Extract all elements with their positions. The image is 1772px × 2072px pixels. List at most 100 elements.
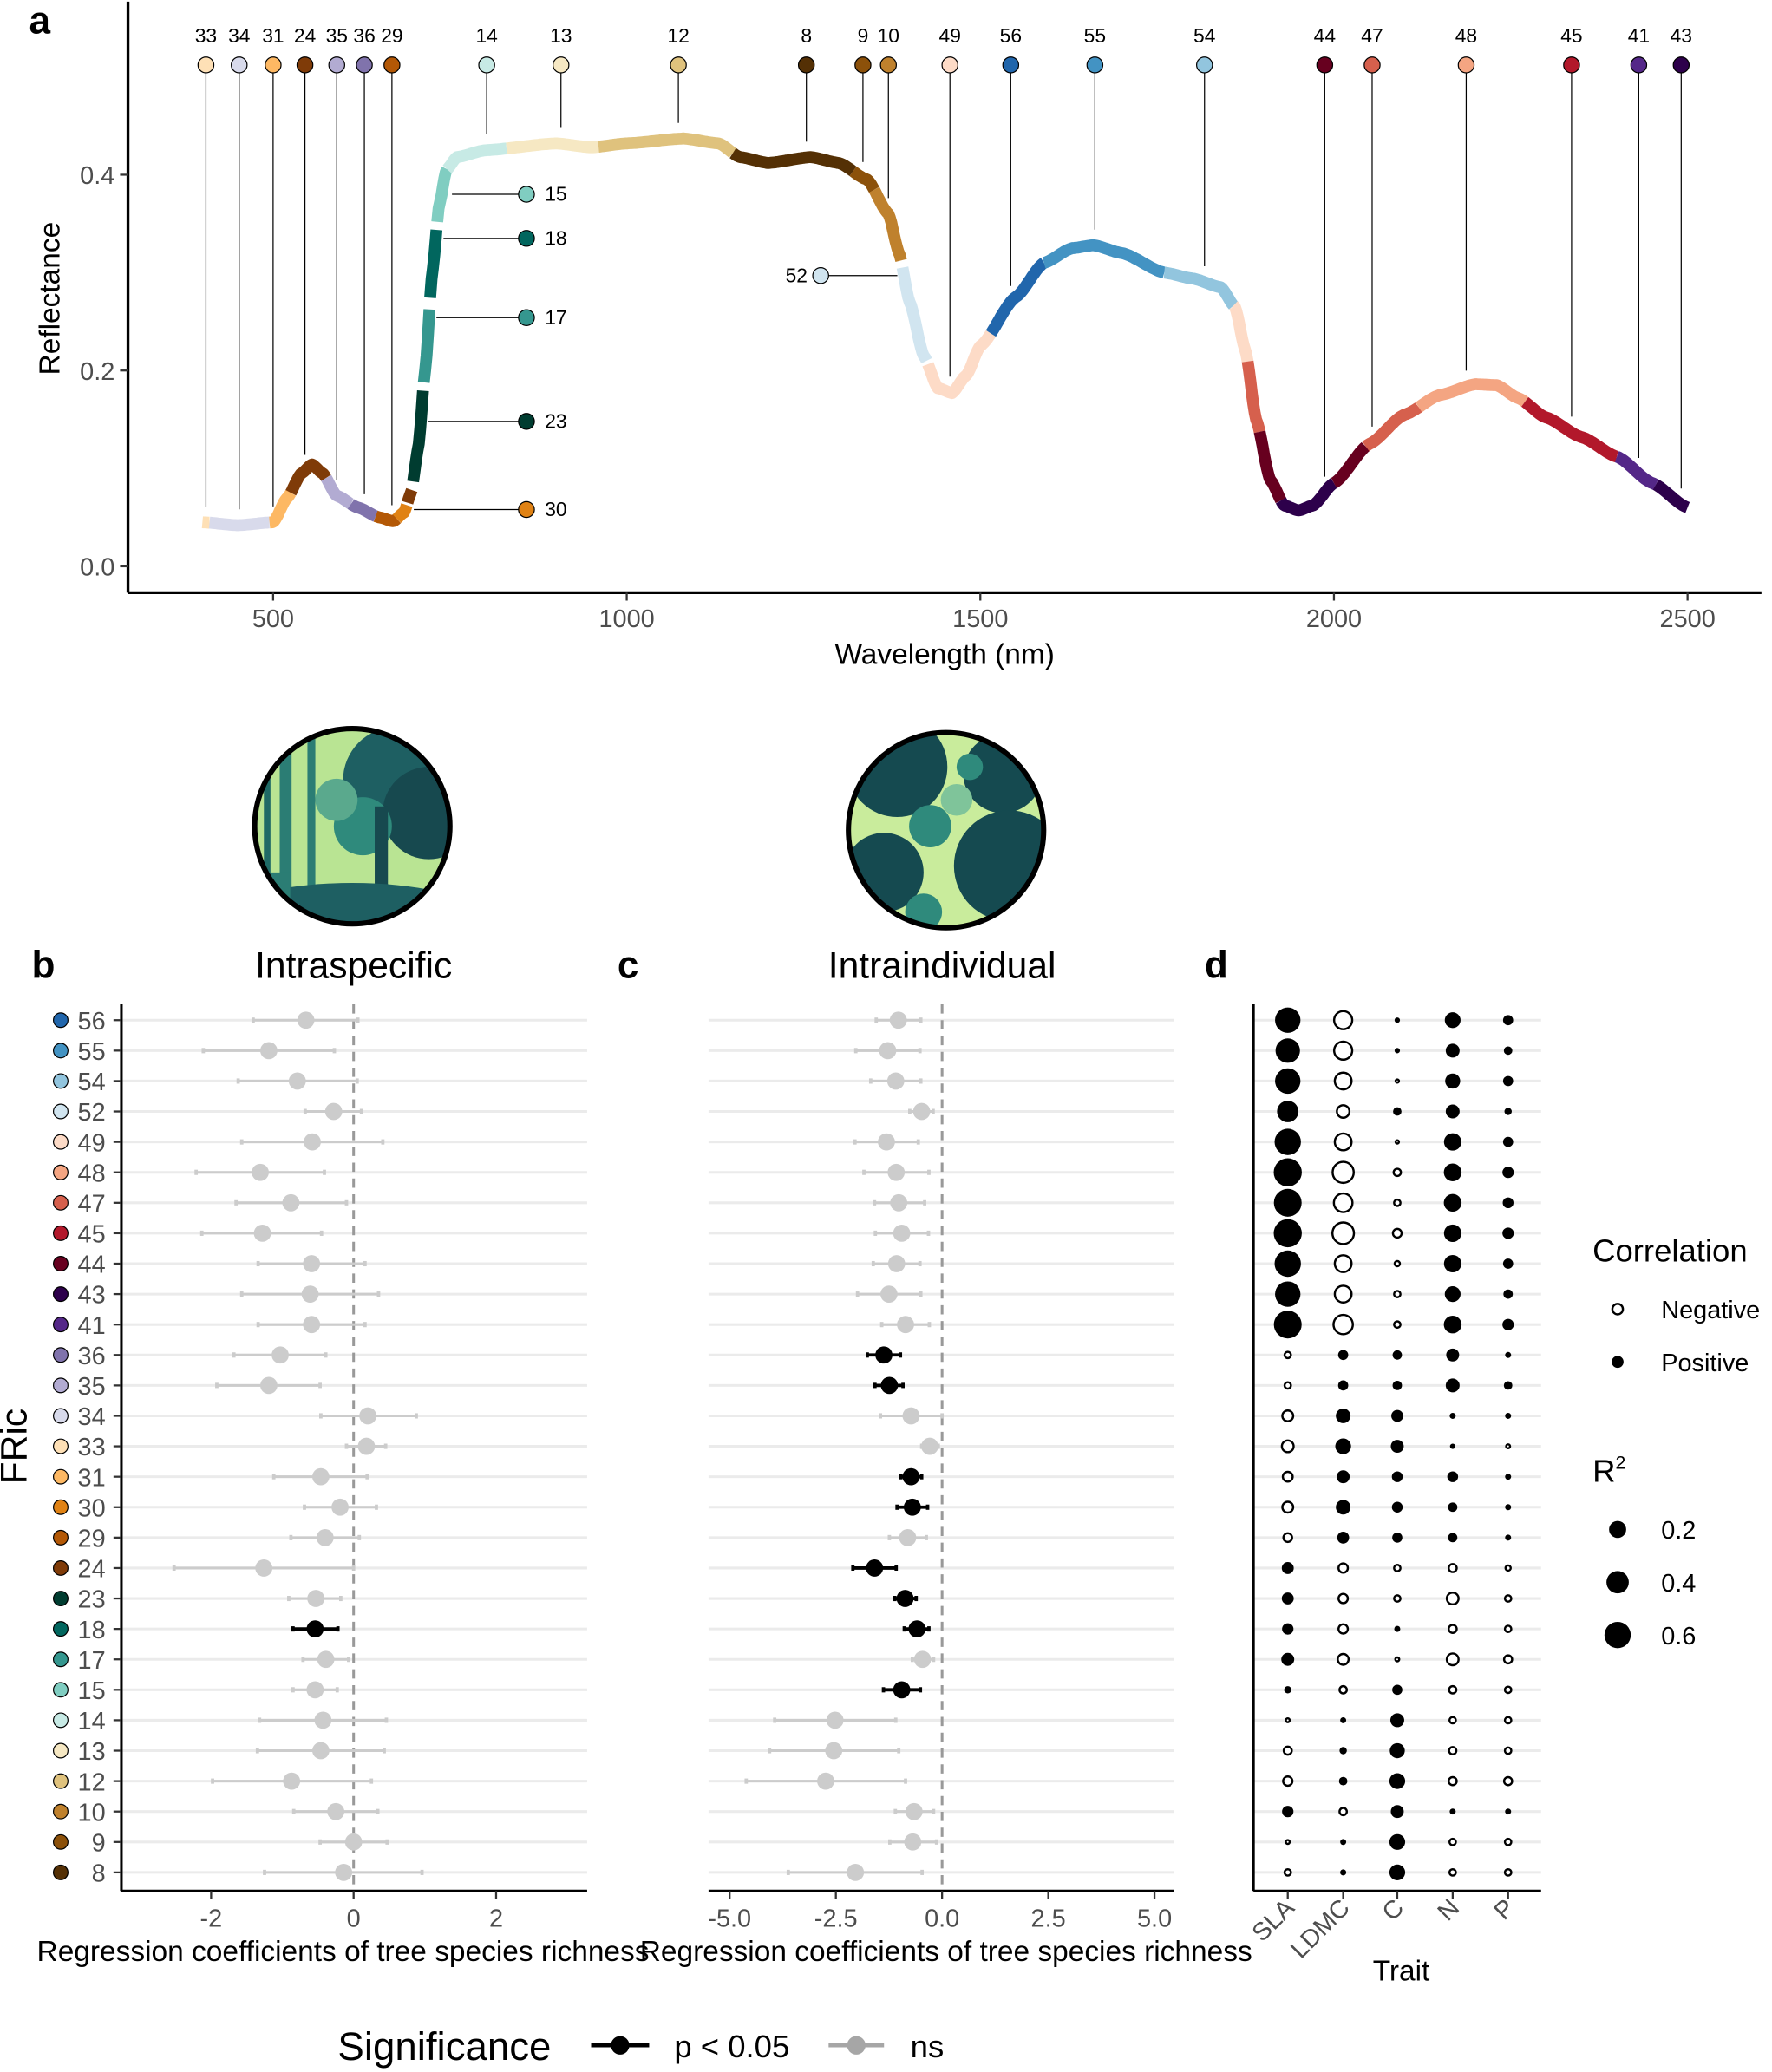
trait-row-band-10 — [1282, 1805, 1512, 1819]
coefficient-point — [271, 1346, 289, 1364]
coefficient-point — [921, 1437, 938, 1455]
y-axis-title: Reflectance — [34, 222, 66, 376]
band-color-dot — [53, 1317, 69, 1333]
correlation-dot-positive — [1389, 1713, 1404, 1728]
correlation-dot-positive — [1502, 1075, 1514, 1087]
band-label: 54 — [1193, 24, 1216, 47]
band-marker-9 — [854, 56, 872, 74]
coefficient-row-band-52 — [908, 1102, 935, 1121]
band-row-label: 8 — [92, 1860, 106, 1888]
correlation-dot-positive — [1389, 1833, 1406, 1850]
legend-correlation: Correlation Negative Positive — [1592, 1233, 1760, 1377]
coefficient-point — [878, 1133, 895, 1151]
band-color-dot — [53, 1134, 69, 1150]
panel-a-spectrum-chart: a 500 1000 1500 2000 2500 0.0 0.2 0.4 33 34 31 24 3… — [29, 0, 1762, 671]
correlation-dot-positive — [1337, 1470, 1350, 1484]
band-marker-45 — [1563, 56, 1580, 74]
correlation-dot-positive — [1340, 1839, 1347, 1846]
band-color-dot — [53, 1347, 69, 1363]
coefficient-row-band-41 — [879, 1316, 932, 1334]
x-tick-label: 1000 — [598, 605, 654, 633]
band-row-label: 41 — [78, 1312, 106, 1340]
band-color-dot — [53, 1833, 69, 1850]
correlation-dot-positive — [1443, 1193, 1462, 1212]
correlation-dot-negative — [1333, 1132, 1353, 1152]
coefficient-row-band-14: 14 — [53, 1708, 389, 1735]
spectrum-segment-band-29 — [370, 510, 402, 527]
coefficient-row-band-8: 8 — [53, 1860, 424, 1888]
coefficient-point — [312, 1742, 330, 1760]
band-marker-24 — [296, 56, 314, 74]
band-color-dot — [53, 1682, 69, 1698]
correlation-dot-negative — [1337, 1652, 1350, 1666]
trait-row-band-44 — [1274, 1250, 1514, 1278]
correlation-dot-positive — [1505, 1412, 1512, 1419]
spectrum-segment-band-45 — [1520, 396, 1622, 463]
legend-r2-label: 0.6 — [1661, 1623, 1696, 1650]
correlation-dot-negative — [1281, 1470, 1294, 1483]
correlation-dot-positive — [1389, 1742, 1405, 1759]
correlation-dot-positive — [1505, 1808, 1512, 1815]
band-color-dot — [53, 1286, 69, 1303]
trait-label-ldmc: LDMC — [1285, 1894, 1356, 1964]
spectrum-segment-band-36 — [346, 499, 382, 522]
spectrum-segment-band-15 — [431, 166, 453, 223]
band-label: 18 — [545, 226, 566, 249]
correlation-dot-positive — [1445, 1073, 1461, 1089]
spectrum-segment-band-35 — [321, 474, 356, 510]
x-tick-label: 2.5 — [1031, 1905, 1066, 1932]
correlation-dot-positive — [1340, 1869, 1347, 1876]
legend-r2-title: R2 — [1592, 1452, 1625, 1488]
trait-row-band-24 — [1281, 1562, 1512, 1574]
band-color-dot — [53, 1377, 69, 1394]
correlation-dot-positive — [1444, 1285, 1461, 1303]
coefficient-row-band-24 — [851, 1559, 899, 1577]
band-color-dot — [53, 1012, 69, 1029]
correlation-dot-negative — [1503, 1594, 1513, 1603]
band-row-label: 12 — [78, 1768, 106, 1796]
band-label: 24 — [294, 24, 317, 47]
band-marker-44 — [1316, 56, 1334, 74]
correlation-dot-negative — [1281, 1500, 1295, 1514]
coefficient-point — [893, 1225, 911, 1242]
spectrum-segment-band-44 — [1329, 441, 1371, 488]
correlation-dot-negative — [1281, 1409, 1295, 1422]
coefficient-row-band-24: 24 — [53, 1556, 356, 1584]
correlation-dot-negative — [1337, 1562, 1350, 1574]
coefficient-point — [359, 1407, 377, 1425]
band-marker-23 — [518, 413, 535, 430]
y-tick-label: 0.0 — [80, 554, 114, 582]
coefficient-point — [897, 1316, 914, 1334]
coefficient-point — [887, 1255, 906, 1272]
coefficient-point — [288, 1072, 306, 1090]
correlation-dot-negative — [1282, 1775, 1294, 1788]
band-row-label: 55 — [78, 1038, 106, 1066]
band-color-dot — [53, 1591, 69, 1607]
trait-row-band-47 — [1273, 1188, 1514, 1217]
correlation-dot-negative — [1337, 1623, 1350, 1635]
coefficient-row-band-10: 10 — [53, 1799, 380, 1827]
legend-significance: Significance p < 0.05 ns — [337, 2024, 944, 2069]
band-marker-49 — [941, 56, 958, 74]
correlation-dot-positive — [1338, 1776, 1348, 1786]
correlation-dot-negative — [1448, 1684, 1458, 1695]
band-row-label: 31 — [78, 1464, 106, 1492]
correlation-dot-negative — [1283, 1350, 1292, 1360]
coefficient-point — [255, 1559, 273, 1577]
correlation-dot-positive — [1448, 1533, 1458, 1543]
band-marker-34 — [231, 56, 248, 74]
correlation-dot-negative — [1448, 1624, 1458, 1634]
band-label: 43 — [1671, 24, 1692, 47]
band-color-dot — [53, 1043, 69, 1059]
correlation-dot-negative — [1445, 1652, 1460, 1667]
correlation-dot-negative — [1333, 1284, 1353, 1304]
correlation-dot-positive — [1447, 1471, 1459, 1482]
coefficient-row-band-9: 9 — [53, 1829, 389, 1857]
band-row-label: 15 — [78, 1677, 106, 1705]
band-row-label: 56 — [78, 1008, 106, 1036]
correlation-dot-positive — [1394, 1048, 1401, 1054]
band-label: 44 — [1314, 24, 1337, 47]
spectrum-segment-band-8 — [728, 147, 858, 177]
correlation-dot-positive — [1445, 1378, 1460, 1393]
legend-correlation-title: Correlation — [1592, 1233, 1748, 1269]
